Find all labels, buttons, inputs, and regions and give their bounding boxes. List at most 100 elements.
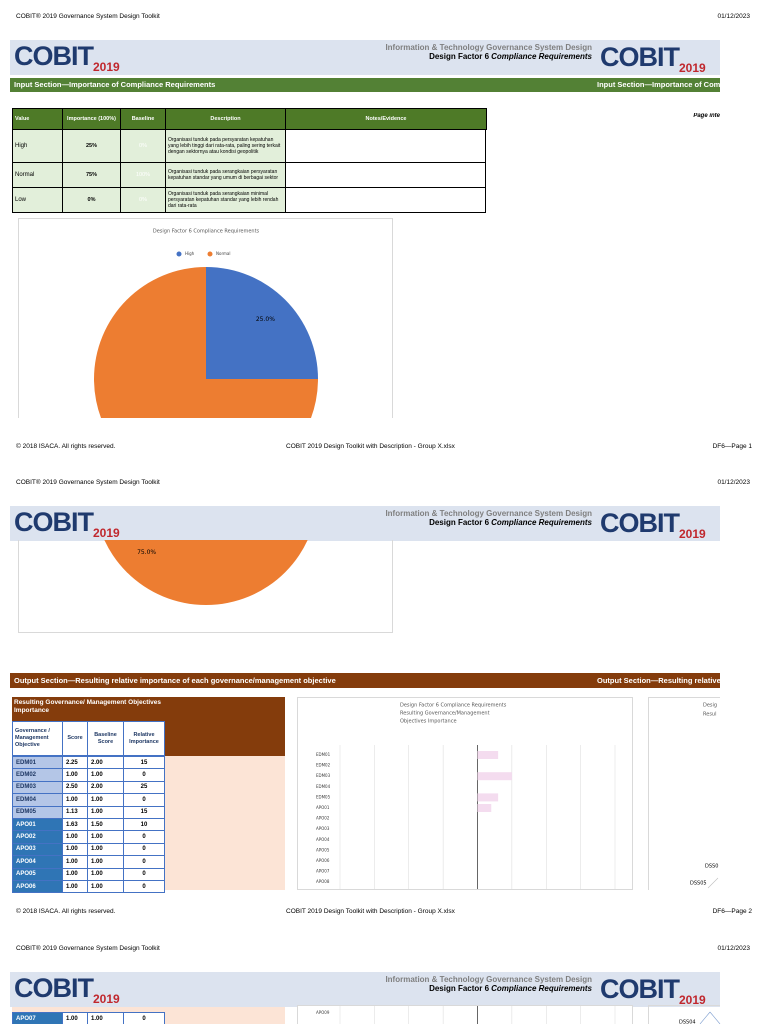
output-banner-title: Output Section—Resulting relative import… [14, 676, 336, 685]
cobit-logo: COBIT2019 [600, 507, 710, 541]
header-date: 01/12/2023 [717, 479, 750, 486]
output-cell: 1.00 [87, 1012, 124, 1024]
side-chart-box-continued [648, 1005, 720, 1024]
logo-word: COBIT [14, 507, 94, 537]
output-cell: 1.00 [62, 768, 88, 782]
table-header-cell: Importance (100%) [62, 108, 121, 130]
logo-word: COBIT [600, 508, 680, 538]
notes-cell [285, 129, 486, 163]
data-label: 25.0% [256, 316, 275, 323]
cobit-logo: COBIT2019 [600, 41, 710, 75]
output-cell: EDM02 [12, 768, 63, 782]
output-cell: 1.00 [87, 768, 124, 782]
pie-chart-box-continued: 25.0%75.0% [18, 540, 393, 633]
notes-cell [285, 162, 486, 188]
logo-band [10, 972, 720, 1007]
output-cell: 0 [123, 768, 165, 782]
input-banner-title-repeat: Input Section—Importance of Compliance R… [597, 80, 720, 89]
output-cell: 1.00 [62, 1012, 88, 1024]
notes-cell [285, 187, 486, 213]
output-cell: 15 [123, 756, 165, 770]
output-cell: 10 [123, 818, 165, 832]
output-cell: APO06 [12, 880, 63, 894]
output-cell: 1.50 [87, 818, 124, 832]
legend-label: High [185, 251, 195, 256]
footer-page: DF6—Page 1 [712, 443, 752, 450]
input-banner-title: Input Section—Importance of Compliance R… [14, 80, 216, 89]
output-cell: 1.00 [87, 830, 124, 844]
output-cell: EDM03 [12, 780, 63, 795]
output-cell: 0 [123, 867, 165, 881]
cobit-logo: COBIT2019 [14, 506, 124, 540]
output-cell: EDM04 [12, 793, 63, 807]
banner-line1: Information & Technology Governance Syst… [385, 43, 592, 52]
footer-file: COBIT 2019 Design Toolkit with Descripti… [286, 908, 455, 915]
output-banner [10, 673, 720, 688]
cobit-logo: COBIT2019 [600, 973, 710, 1007]
table-cell: High [12, 129, 63, 163]
output-banner-title-repeat: Output Section—Resulting relative import… [597, 676, 720, 685]
output-header-cell: Score [62, 721, 88, 756]
output-cell: APO03 [12, 842, 63, 857]
output-cell: 15 [123, 805, 165, 819]
output-cell: APO02 [12, 830, 63, 844]
logo-year: 2019 [93, 60, 120, 74]
output-cell: 1.00 [87, 880, 124, 894]
output-cell: 1.00 [87, 855, 124, 869]
table-cell: 25% [62, 129, 121, 163]
footer-file: COBIT 2019 Design Toolkit with Descripti… [286, 443, 455, 450]
cobit-logo: COBIT2019 [14, 972, 124, 1006]
legend-marker [176, 251, 182, 257]
header-title: COBIT® 2019 Governance System Design Too… [16, 479, 160, 486]
output-header-cell: Relative Importance [123, 721, 165, 756]
output-cell: 2.00 [87, 780, 124, 795]
output-cell: 0 [123, 830, 165, 844]
logo-band [10, 506, 720, 541]
header-title: COBIT® 2019 Governance System Design Too… [16, 13, 160, 20]
output-cell: APO04 [12, 855, 63, 869]
table-cell: Low [12, 187, 63, 213]
legend-label: Normal [216, 251, 230, 256]
logo-year: 2019 [93, 992, 120, 1006]
output-cell: 1.00 [62, 842, 88, 857]
table-cell: Organisasi tunduk pada serangkaian minim… [165, 187, 286, 213]
output-cell: 1.00 [87, 842, 124, 857]
bar-chart-box-continued [297, 1005, 633, 1024]
banner-line2-text: Design Factor 6 [429, 518, 490, 527]
output-cell: 1.00 [62, 855, 88, 869]
output-cell: EDM05 [12, 805, 63, 819]
banner-line2: Design Factor 6 Compliance Requirements [300, 52, 592, 62]
bar-chart-box [297, 697, 633, 890]
output-cell: 2.50 [62, 780, 88, 795]
footer-copyright: © 2018 ISACA. All rights reserved. [16, 908, 116, 915]
output-cell: 1.00 [62, 793, 88, 807]
output-cell: 1.00 [87, 793, 124, 807]
header-date: 01/12/2023 [717, 13, 750, 20]
output-cell: 1.00 [62, 867, 88, 881]
header-title: COBIT® 2019 Governance System Design Too… [16, 945, 160, 952]
output-cell: 0 [123, 855, 165, 869]
input-banner [10, 78, 720, 92]
output-cell: 1.13 [62, 805, 88, 819]
output-cell: 2.25 [62, 756, 88, 770]
output-cell: 0 [123, 842, 165, 857]
table-header-cell: Notes/Evidence [285, 108, 487, 130]
footer-page: DF6—Page 2 [712, 908, 752, 915]
output-cell: 1.00 [62, 880, 88, 894]
table-cell: 0% [120, 129, 166, 163]
banner-line2-italic: Compliance Requirements [491, 518, 592, 527]
side-note: Page inte [693, 113, 720, 119]
output-header-cell: Governance / Management Objective [12, 721, 63, 756]
banner-line2: Design Factor 6 Compliance Requirements [300, 518, 592, 528]
cobit-logo: COBIT2019 [14, 40, 124, 74]
output-cell: 0 [123, 1012, 165, 1024]
banner-line2-italic: Compliance Requirements [491, 984, 592, 993]
output-cell: 1.00 [87, 867, 124, 881]
legend-marker [207, 251, 213, 257]
table-cell: 0% [62, 187, 121, 213]
logo-word: COBIT [600, 974, 680, 1004]
table-cell: Organisasi tunduk pada serangkaian persy… [165, 162, 286, 188]
table-cell: 0% [120, 187, 166, 213]
output-cell: APO01 [12, 818, 63, 832]
output-cell: 2.00 [87, 756, 124, 770]
